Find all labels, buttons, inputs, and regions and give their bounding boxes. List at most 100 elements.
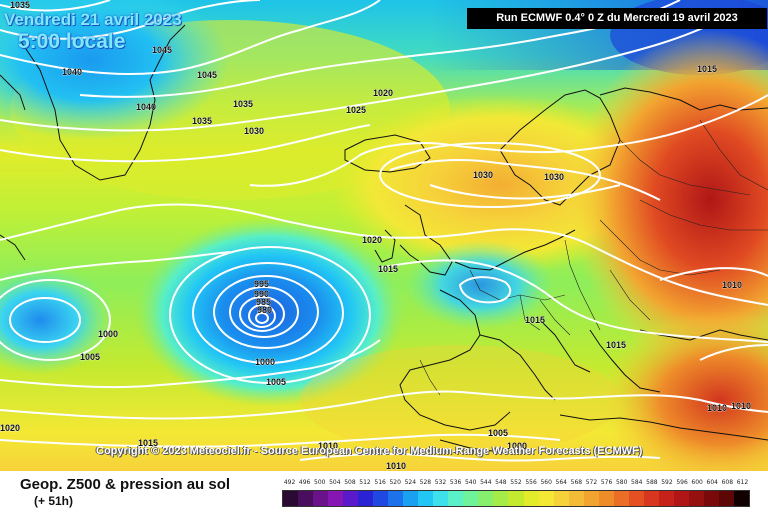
scale-label: 556 [525, 479, 537, 486]
isobar-label: 1010 [707, 403, 727, 413]
isobar-label: 1000 [255, 357, 275, 367]
scale-label: 516 [374, 479, 386, 486]
scale-label: 588 [646, 479, 658, 486]
scale-swatch [343, 491, 359, 506]
scale-label: 596 [676, 479, 688, 486]
scale-swatch [328, 491, 344, 506]
scale-swatch [538, 491, 554, 506]
scale-label: 560 [540, 479, 552, 486]
scale-label: 568 [570, 479, 583, 486]
isobar-label: 1025 [346, 105, 366, 115]
scale-label: 508 [344, 479, 356, 486]
isobar-label: 1015 [138, 438, 158, 448]
borders [419, 119, 768, 396]
scale-swatch [523, 491, 539, 506]
scale-label: 520 [389, 479, 401, 486]
scale-label: 608 [721, 479, 734, 486]
forecast-date: Vendredi 21 avril 2023 [4, 10, 182, 29]
isobar-label: 1040 [136, 102, 156, 112]
scale-swatch [733, 491, 749, 506]
scale-label: 564 [555, 479, 567, 486]
scale-swatch [553, 491, 569, 506]
isobar-label: 1005 [488, 428, 508, 438]
scale-label: 544 [480, 479, 492, 486]
weather-map: 1035 1045 1040 1045 1040 1035 1035 1030 … [0, 0, 768, 471]
scale-swatch [688, 491, 704, 506]
forecast-range: (+ 51h) [34, 494, 74, 508]
scale-swatch [568, 491, 584, 506]
isobar-label: 1000 [507, 441, 527, 451]
scale-label: 576 [600, 479, 613, 486]
isobar-label: 1010 [386, 461, 406, 471]
scale-swatch [643, 491, 659, 506]
color-scale-labels: 492 496 500 504 508 512 516 520 524 528 532 536 540 5… [282, 479, 750, 488]
color-scale-bar [282, 490, 750, 507]
scale-swatch [448, 491, 464, 506]
scale-swatch [508, 491, 524, 506]
scale-swatch [703, 491, 719, 506]
isobar-label: 1020 [373, 88, 393, 98]
isobar-label: 1040 [62, 67, 82, 77]
scale-swatch [463, 491, 479, 506]
scale-label: 500 [314, 479, 326, 486]
scale-swatch [403, 491, 419, 506]
isobar-label: 1000 [98, 329, 118, 339]
scale-swatch [433, 491, 449, 506]
isobars [0, 0, 768, 461]
isobar-label: 995 [254, 279, 269, 289]
scale-swatch [298, 491, 314, 506]
scale-label: 492 [283, 479, 296, 486]
scale-label: 552 [510, 479, 522, 486]
scale-swatch [373, 491, 389, 506]
scale-swatch [478, 491, 494, 506]
scale-swatch [718, 491, 734, 506]
chart-title: Geop. Z500 & pression au sol [20, 476, 231, 493]
scale-swatch [388, 491, 404, 506]
footer: Geop. Z500 & pression au sol (+ 51h) 492… [0, 471, 768, 512]
scale-label: 524 [404, 479, 417, 486]
scale-label: 528 [419, 479, 432, 486]
scale-swatch [313, 491, 329, 506]
isobar-label: 1045 [197, 70, 217, 80]
isobar-label: 1010 [731, 401, 751, 411]
forecast-time: 5:00 locale [18, 30, 126, 53]
scale-label: 512 [359, 479, 371, 486]
isobar-label: 1035 [192, 116, 212, 126]
scale-label: 496 [298, 479, 311, 486]
scale-swatch [583, 491, 599, 506]
scale-swatch [493, 491, 509, 506]
scale-swatch [598, 491, 614, 506]
scale-label: 580 [615, 479, 628, 486]
copyright-notice: Copyright © 2023 Meteociel.fr - Source E… [96, 445, 643, 457]
scale-label: 592 [661, 479, 673, 486]
isobar-label: 980 [257, 305, 272, 315]
scale-swatch [613, 491, 629, 506]
isobar-label: 1015 [378, 264, 398, 274]
isobar-label: 1010 [722, 280, 742, 290]
isobar-label: 1035 [233, 99, 253, 109]
scale-swatch [283, 491, 299, 506]
scale-label: 532 [434, 479, 447, 486]
isobar-label: 1045 [152, 45, 172, 55]
isobar-label: 1035 [10, 0, 30, 10]
scale-label: 600 [691, 479, 703, 486]
scale-label: 548 [495, 479, 507, 486]
isobar-label: 985 [256, 297, 271, 307]
coastlines [0, 24, 768, 453]
scale-label: 572 [585, 479, 598, 486]
isobar-label: 1005 [266, 377, 286, 387]
scale-swatch [673, 491, 689, 506]
isobar-label: 990 [254, 289, 269, 299]
scale-label: 604 [706, 479, 718, 486]
scale-swatch [358, 491, 374, 506]
isobar-label: 1015 [606, 340, 626, 350]
isobar-label: 1030 [473, 170, 493, 180]
scale-label: 504 [329, 479, 341, 486]
isobar-label: 1020 [362, 235, 382, 245]
isobar-label: 1020 [0, 423, 20, 433]
map-canvas: 1035 1045 1040 1045 1040 1035 1035 1030 … [0, 0, 768, 471]
scale-swatch [628, 491, 644, 506]
isobar-labels: 1035 1045 1040 1045 1040 1035 1035 1030 … [0, 0, 751, 471]
scale-label: 536 [449, 479, 462, 486]
scale-label: 612 [736, 479, 749, 486]
